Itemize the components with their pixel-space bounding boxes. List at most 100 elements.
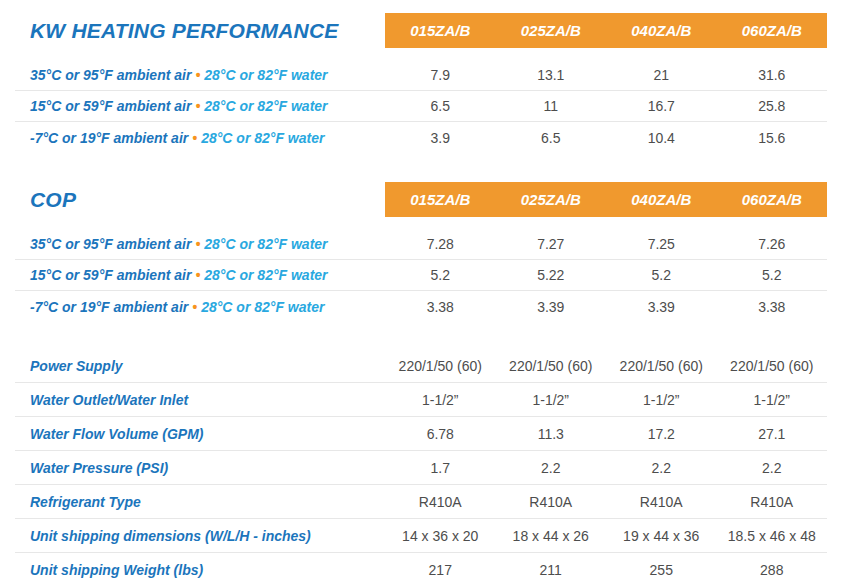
value-cell: 10.4 — [606, 130, 717, 146]
value-cell: 15.6 — [717, 130, 828, 146]
value-cell: 31.6 — [717, 67, 828, 83]
spec-label-power-supply: Power Supply — [15, 358, 385, 374]
kw-header-row: KW HEATING PERFORMANCE 015ZA/B 025ZA/B 0… — [15, 13, 827, 48]
bullet-separator: • — [191, 67, 204, 83]
value-cell: R410A — [606, 494, 717, 510]
model-header-025zab: 025ZA/B — [496, 13, 607, 48]
row-label: 35°C or 95°F ambient air•28°C or 82°F wa… — [15, 236, 385, 252]
value-cell: R410A — [496, 494, 607, 510]
cop-header-row: COP 015ZA/B 025ZA/B 040ZA/B 060ZA/B — [15, 182, 827, 217]
model-header-040zab: 040ZA/B — [606, 13, 717, 48]
value-cell: R410A — [717, 494, 828, 510]
value-cell: 5.22 — [496, 267, 607, 283]
value-cell: 18 x 44 x 26 — [496, 528, 607, 544]
row-label: -7°C or 19°F ambient air•28°C or 82°F wa… — [15, 130, 385, 146]
model-header-015zab: 015ZA/B — [385, 182, 496, 217]
value-cell: 1-1/2” — [717, 392, 828, 408]
spec-label-water-outlet-inlet: Water Outlet/Water Inlet — [15, 392, 385, 408]
spec-tables: KW HEATING PERFORMANCE 015ZA/B 025ZA/B 0… — [15, 0, 827, 586]
model-header-060zab: 060ZA/B — [717, 182, 828, 217]
cop-rows: 35°C or 95°F ambient air•28°C or 82°F wa… — [15, 229, 827, 322]
water-condition-label: 28°C or 82°F water — [204, 67, 327, 83]
value-cell: 7.28 — [385, 236, 496, 252]
value-cell: 7.9 — [385, 67, 496, 83]
spec-sheet: KW HEATING PERFORMANCE 015ZA/B 025ZA/B 0… — [0, 0, 843, 586]
value-cell: 255 — [606, 562, 717, 578]
ambient-condition-label: 15°C or 59°F ambient air — [30, 267, 191, 283]
spec-label-water-pressure: Water Pressure (PSI) — [15, 460, 385, 476]
row-label: -7°C or 19°F ambient air•28°C or 82°F wa… — [15, 299, 385, 315]
value-cell: 13.1 — [496, 67, 607, 83]
value-cell: R410A — [385, 494, 496, 510]
model-header-060zab: 060ZA/B — [717, 13, 828, 48]
value-cell: 11 — [496, 98, 607, 114]
table-row: 15°C or 59°F ambient air•28°C or 82°F wa… — [15, 260, 827, 291]
value-cell: 1-1/2” — [496, 392, 607, 408]
table-row: Refrigerant Type R410A R410A R410A R410A — [15, 485, 827, 519]
value-cell: 1.7 — [385, 460, 496, 476]
value-cell: 220/1/50 (60) — [496, 358, 607, 374]
value-cell: 27.1 — [717, 426, 828, 442]
table-row: Water Pressure (PSI) 1.7 2.2 2.2 2.2 — [15, 451, 827, 485]
value-cell: 1-1/2” — [385, 392, 496, 408]
value-cell: 19 x 44 x 36 — [606, 528, 717, 544]
table-row: Water Outlet/Water Inlet 1-1/2” 1-1/2” 1… — [15, 383, 827, 417]
value-cell: 21 — [606, 67, 717, 83]
value-cell: 6.5 — [385, 98, 496, 114]
table-row: 35°C or 95°F ambient air•28°C or 82°F wa… — [15, 229, 827, 260]
bullet-separator: • — [191, 267, 204, 283]
section-cop: COP 015ZA/B 025ZA/B 040ZA/B 060ZA/B 35°C… — [15, 182, 827, 322]
bullet-separator: • — [191, 98, 204, 114]
value-cell: 17.2 — [606, 426, 717, 442]
value-cell: 25.8 — [717, 98, 828, 114]
bullet-separator: • — [191, 236, 204, 252]
value-cell: 7.25 — [606, 236, 717, 252]
table-row: 35°C or 95°F ambient air•28°C or 82°F wa… — [15, 60, 827, 91]
water-condition-label: 28°C or 82°F water — [201, 299, 324, 315]
section-specifications: Power Supply 220/1/50 (60) 220/1/50 (60)… — [15, 349, 827, 586]
value-cell: 5.2 — [385, 267, 496, 283]
water-condition-label: 28°C or 82°F water — [204, 267, 327, 283]
value-cell: 7.26 — [717, 236, 828, 252]
value-cell: 2.2 — [606, 460, 717, 476]
value-cell: 14 x 36 x 20 — [385, 528, 496, 544]
section-kw-heating-performance: KW HEATING PERFORMANCE 015ZA/B 025ZA/B 0… — [15, 0, 827, 153]
value-cell: 16.7 — [606, 98, 717, 114]
value-cell: 217 — [385, 562, 496, 578]
model-header-015zab: 015ZA/B — [385, 13, 496, 48]
value-cell: 3.39 — [606, 299, 717, 315]
table-row: -7°C or 19°F ambient air•28°C or 82°F wa… — [15, 291, 827, 322]
spec-label-refrigerant-type: Refrigerant Type — [15, 494, 385, 510]
row-label: 15°C or 59°F ambient air•28°C or 82°F wa… — [15, 98, 385, 114]
value-cell: 3.38 — [385, 299, 496, 315]
table-row: 15°C or 59°F ambient air•28°C or 82°F wa… — [15, 91, 827, 122]
water-condition-label: 28°C or 82°F water — [204, 236, 327, 252]
model-header-040zab: 040ZA/B — [606, 182, 717, 217]
ambient-condition-label: -7°C or 19°F ambient air — [30, 299, 188, 315]
value-cell: 3.39 — [496, 299, 607, 315]
table-row: Unit shipping Weight (lbs) 217 211 255 2… — [15, 553, 827, 586]
value-cell: 220/1/50 (60) — [606, 358, 717, 374]
spec-label-shipping-dimensions: Unit shipping dimensions (W/L/H - inches… — [15, 528, 385, 544]
value-cell: 18.5 x 46 x 48 — [717, 528, 828, 544]
value-cell: 2.2 — [717, 460, 828, 476]
value-cell: 3.9 — [385, 130, 496, 146]
row-label: 15°C or 59°F ambient air•28°C or 82°F wa… — [15, 267, 385, 283]
value-cell: 220/1/50 (60) — [717, 358, 828, 374]
value-cell: 1-1/2” — [606, 392, 717, 408]
kw-section-title: KW HEATING PERFORMANCE — [15, 19, 385, 43]
table-row: Water Flow Volume (GPM) 6.78 11.3 17.2 2… — [15, 417, 827, 451]
value-cell: 2.2 — [496, 460, 607, 476]
ambient-condition-label: 35°C or 95°F ambient air — [30, 236, 191, 252]
water-condition-label: 28°C or 82°F water — [201, 130, 324, 146]
value-cell: 220/1/50 (60) — [385, 358, 496, 374]
value-cell: 5.2 — [606, 267, 717, 283]
value-cell: 6.5 — [496, 130, 607, 146]
water-condition-label: 28°C or 82°F water — [204, 98, 327, 114]
value-cell: 211 — [496, 562, 607, 578]
ambient-condition-label: 35°C or 95°F ambient air — [30, 67, 191, 83]
spec-label-water-flow-volume: Water Flow Volume (GPM) — [15, 426, 385, 442]
bullet-separator: • — [188, 130, 201, 146]
value-cell: 6.78 — [385, 426, 496, 442]
table-row: Power Supply 220/1/50 (60) 220/1/50 (60)… — [15, 349, 827, 383]
